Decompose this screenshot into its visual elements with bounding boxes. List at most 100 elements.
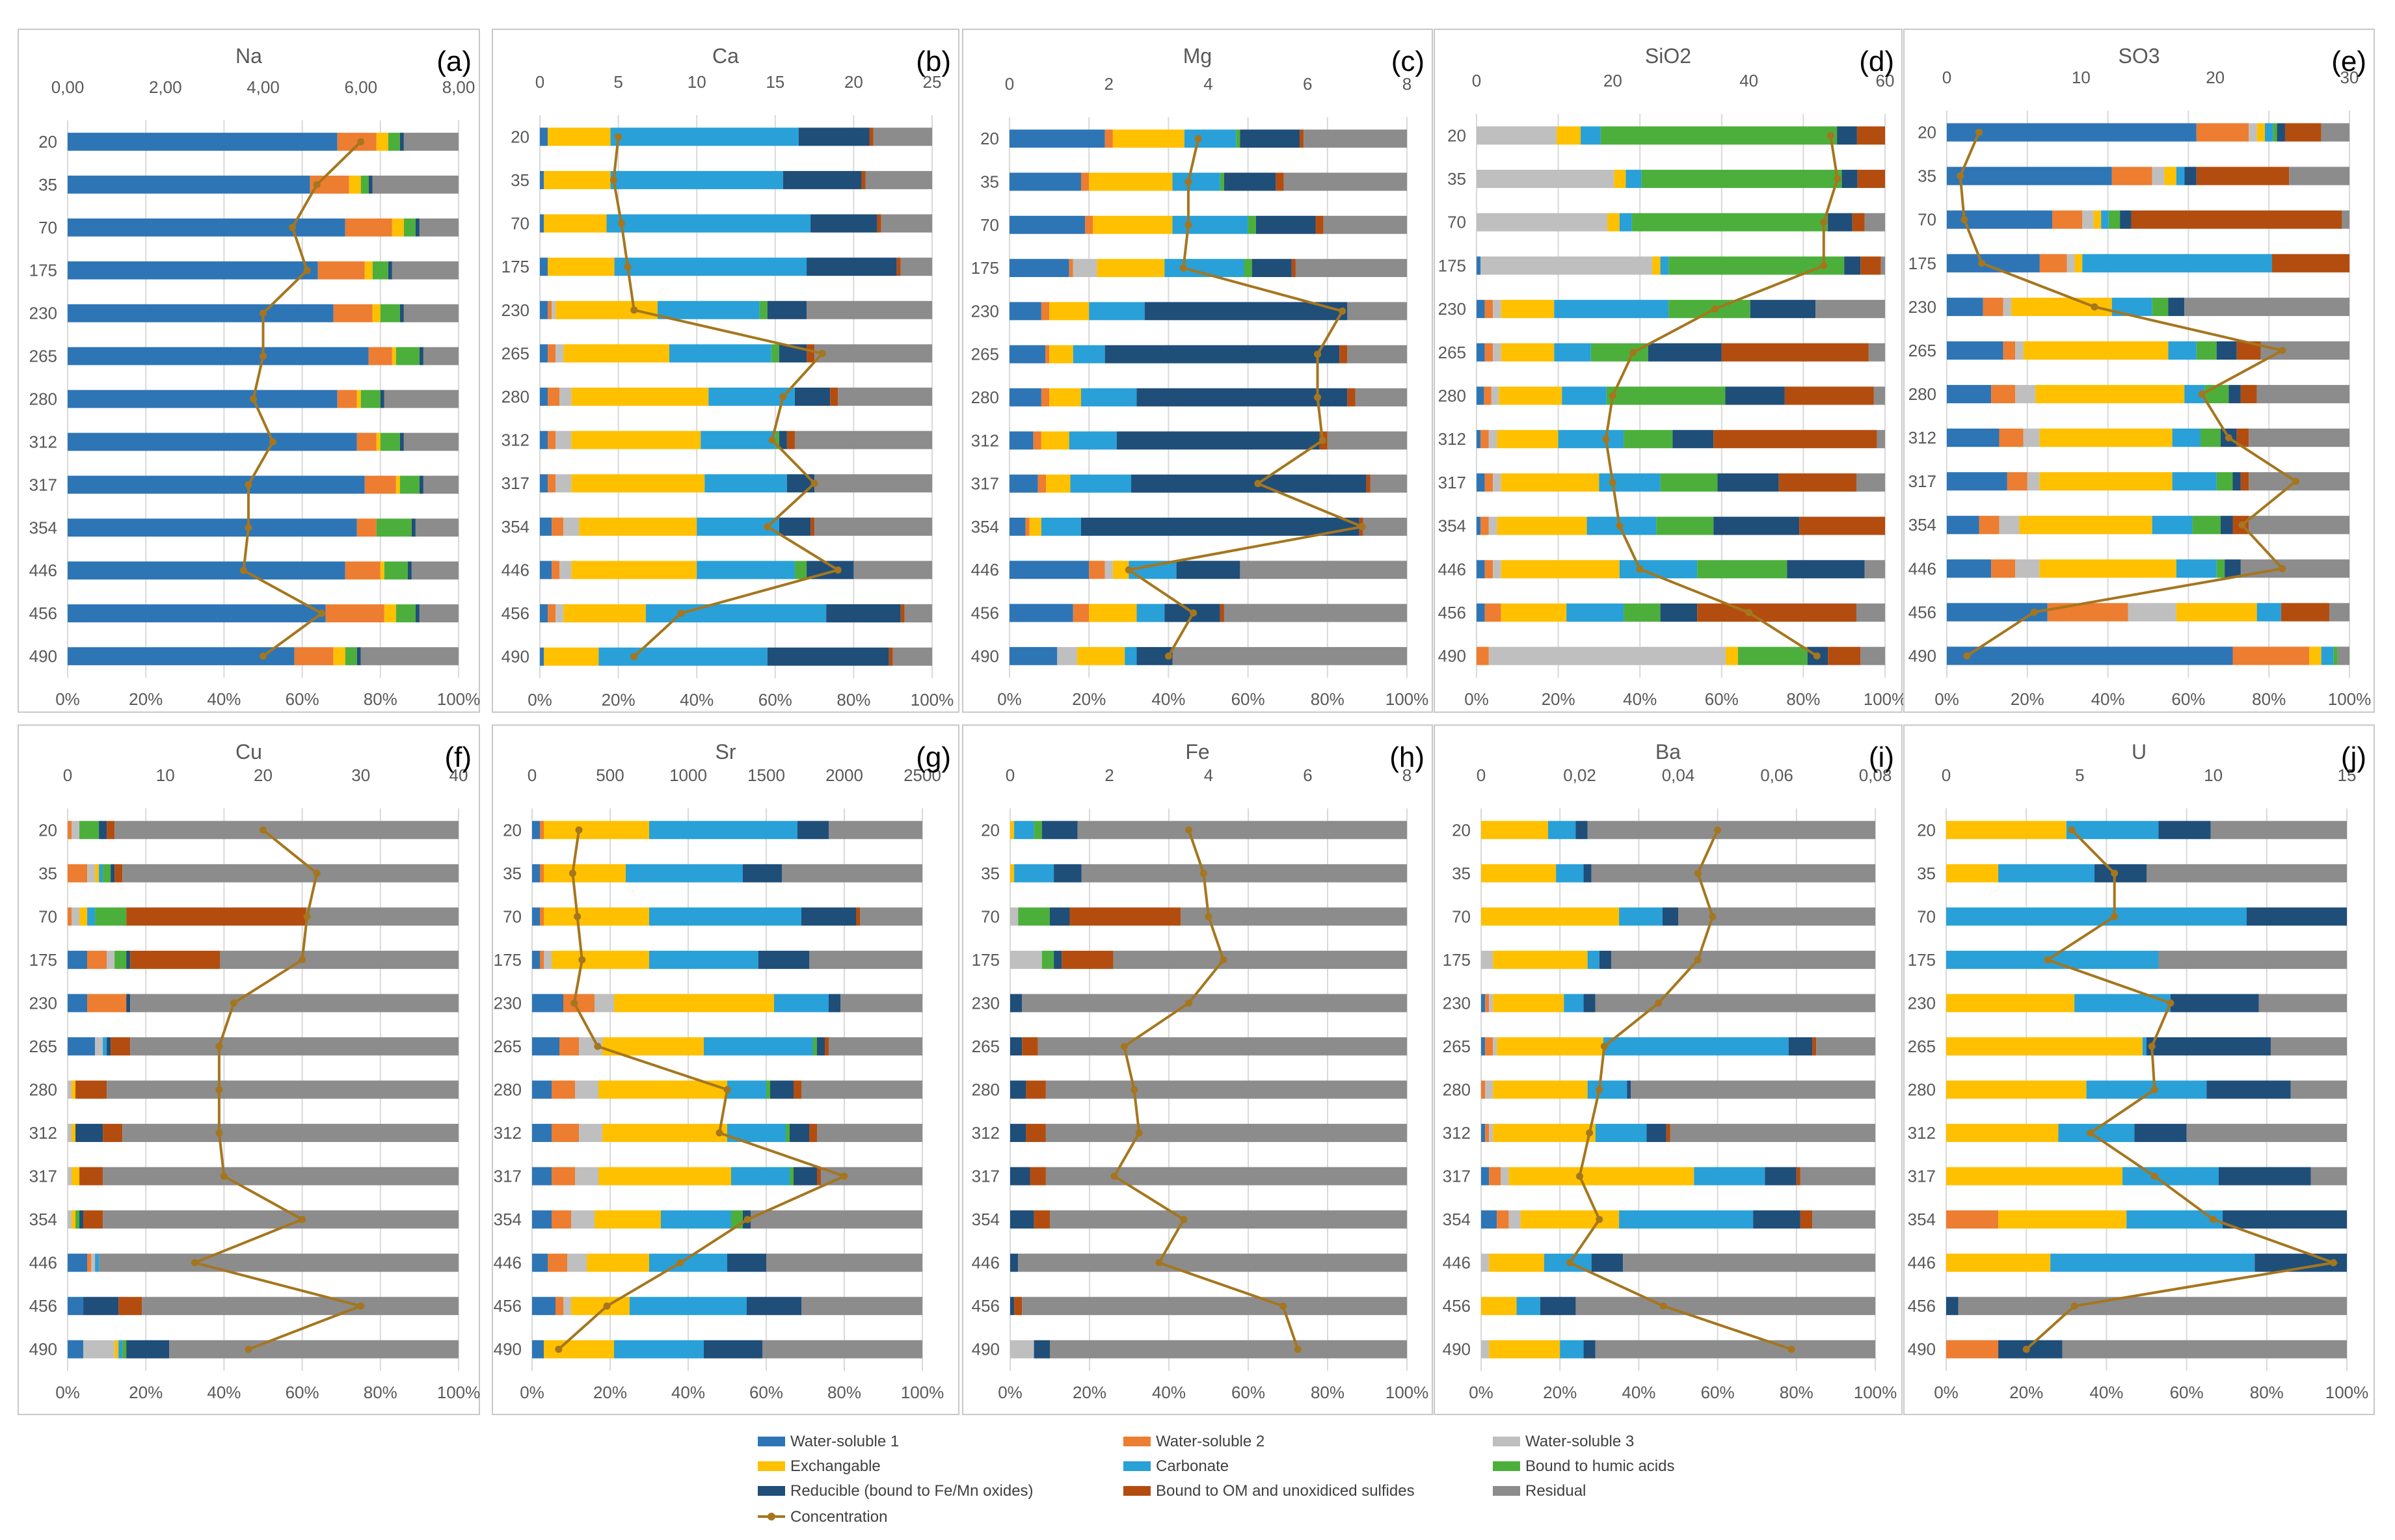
- bar-segment-ws3: [72, 821, 80, 840]
- bar-segment-exch: [392, 347, 396, 365]
- bar-segment-ws2: [337, 133, 377, 151]
- category-label: 312: [1443, 1123, 1471, 1143]
- bar-segment-res: [1022, 1297, 1407, 1316]
- concentration-point: [1199, 870, 1207, 877]
- category-label: 317: [972, 1167, 1000, 1186]
- category-label: 280: [971, 388, 999, 407]
- concentration-point: [555, 1346, 563, 1353]
- bar-segment-ws3: [563, 517, 580, 536]
- concentration-point: [357, 138, 365, 146]
- bar-segment-carb: [704, 1037, 813, 1055]
- bar-segment-carb: [657, 300, 760, 319]
- x-percent-tick-label: 100%: [1385, 689, 1429, 709]
- bar-segment-om: [807, 344, 815, 363]
- bar-segment-om: [2281, 603, 2330, 622]
- concentration-point: [299, 1215, 306, 1223]
- bar-segment-res: [1037, 1037, 1407, 1055]
- bar-segment-ws1: [68, 176, 310, 194]
- bar-segment-exch: [2093, 210, 2102, 229]
- bar-segment-ws2: [1497, 1210, 1509, 1229]
- panel-label: (a): [436, 46, 472, 77]
- category-label: 70: [503, 907, 522, 926]
- bar-segment-res: [2158, 950, 2347, 969]
- bar-segment-res: [2210, 821, 2347, 840]
- category-label: 175: [1438, 256, 1466, 275]
- bar-segment-humic: [395, 604, 416, 622]
- bar-segment-ws1: [1947, 341, 2003, 360]
- bar-segment-res: [103, 1167, 459, 1186]
- bar-segment-carb: [118, 1340, 123, 1359]
- category-label: 490: [502, 647, 529, 667]
- bar-segment-res: [1958, 1297, 2347, 1316]
- bar-segment-red: [2225, 559, 2241, 578]
- bar-segment-res: [122, 1124, 459, 1143]
- bar-segment-ws1: [1477, 343, 1485, 362]
- concentration-point: [245, 481, 252, 488]
- bar-segment-red: [2247, 907, 2347, 926]
- bar-segment-exch: [1489, 1253, 1544, 1272]
- concentration-point: [2030, 608, 2038, 616]
- concentration-point: [299, 956, 306, 964]
- concentration-point: [1834, 175, 1841, 183]
- bar-segment-ws2: [552, 1210, 571, 1229]
- bar-segment-ws1: [68, 518, 357, 537]
- bar-segment-red: [2147, 1037, 2271, 1055]
- bar-segment-red: [1240, 129, 1300, 148]
- bar-segment-humic: [2216, 472, 2233, 491]
- chart-panel-sr: 0% 20% 40% 60% 80% 100% 0 500 1000 1500 2000 2500 Sr…: [492, 724, 959, 1415]
- bar-segment-res: [892, 647, 932, 666]
- bar-segment-ws2: [1484, 560, 1493, 579]
- bar-segment-ws2: [552, 517, 564, 536]
- bar-segment-ws2: [1484, 473, 1493, 492]
- bar-segment-red: [1837, 126, 1857, 145]
- bar-segment-om: [2271, 254, 2349, 272]
- bar-segment-ws2: [548, 300, 552, 319]
- concentration-point: [1110, 1173, 1118, 1180]
- bar-segment-ws3: [1104, 561, 1113, 579]
- bar-segment-exch: [571, 474, 705, 493]
- bar-segment-ws1: [1010, 302, 1041, 321]
- bar-segment-ws2: [1104, 129, 1113, 148]
- bar-segment-om: [1828, 646, 1861, 665]
- bar-segment-om: [889, 647, 893, 666]
- top-axis-tick-label: 6: [1303, 74, 1312, 94]
- concentration-point: [2070, 1302, 2078, 1310]
- category-label: 354: [1908, 515, 1936, 535]
- bar-segment-om: [1276, 172, 1284, 191]
- bar-segment-red: [1844, 256, 1861, 275]
- bar-segment-red: [1010, 1210, 1034, 1229]
- bar-segment-res: [853, 561, 932, 579]
- concentration-point: [1576, 1173, 1583, 1180]
- bar-segment-res: [372, 176, 459, 194]
- category-label: 317: [29, 1167, 57, 1186]
- bar-segment-res: [1172, 646, 1407, 665]
- bar-segment-red: [368, 176, 373, 194]
- bar-segment-res: [1347, 345, 1407, 364]
- concentration-point: [260, 652, 267, 660]
- bar-segment-res: [2310, 1167, 2347, 1186]
- panel-title: SO3: [2118, 44, 2160, 68]
- bar-segment-red: [1787, 560, 1865, 579]
- category-label: 317: [1438, 473, 1466, 492]
- bar-segment-res: [817, 1124, 922, 1143]
- bar-segment-carb: [1554, 343, 1591, 362]
- bar-segment-om: [1852, 213, 1865, 232]
- x-percent-tick-label: 80%: [364, 1383, 397, 1402]
- bar-segment-humic: [1041, 950, 1054, 969]
- bar-segment-humic: [360, 176, 369, 194]
- concentration-point: [779, 393, 787, 401]
- bar-segment-humic: [122, 1340, 127, 1359]
- bar-segment-ws1: [1481, 994, 1486, 1013]
- bar-segment-ws2: [552, 1080, 575, 1099]
- panel-label: (h): [1389, 741, 1425, 773]
- bar-segment-red: [1646, 1124, 1666, 1143]
- concentration-point: [1600, 1042, 1608, 1050]
- bar-segment-ws1: [532, 864, 540, 883]
- bar-segment-ws3: [555, 604, 564, 623]
- concentration-point: [768, 436, 776, 444]
- bar-segment-ws2: [337, 390, 357, 408]
- bar-segment-red: [1131, 474, 1367, 493]
- x-percent-tick-label: 0%: [55, 1383, 80, 1402]
- bar-segment-res: [1856, 603, 1885, 622]
- bar-segment-red: [2158, 821, 2211, 840]
